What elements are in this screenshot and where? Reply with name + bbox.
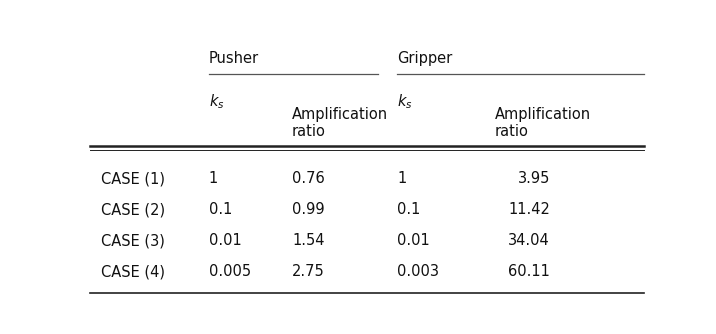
Text: 0.005: 0.005 (209, 264, 251, 279)
Text: CASE (4): CASE (4) (100, 264, 165, 279)
Text: $k_s$: $k_s$ (209, 93, 224, 111)
Text: 11.42: 11.42 (508, 202, 550, 217)
Text: 3.95: 3.95 (518, 171, 550, 186)
Text: CASE (2): CASE (2) (100, 202, 165, 217)
Text: 1: 1 (209, 171, 218, 186)
Text: Gripper: Gripper (397, 50, 453, 65)
Text: 0.1: 0.1 (209, 202, 232, 217)
Text: 0.1: 0.1 (397, 202, 421, 217)
Text: Amplification: Amplification (495, 107, 591, 122)
Text: 60.11: 60.11 (508, 264, 550, 279)
Text: ratio: ratio (495, 124, 528, 139)
Text: 0.99: 0.99 (292, 202, 324, 217)
Text: 0.003: 0.003 (397, 264, 440, 279)
Text: Pusher: Pusher (209, 50, 259, 65)
Text: CASE (3): CASE (3) (100, 233, 165, 248)
Text: 0.76: 0.76 (292, 171, 325, 186)
Text: 1: 1 (397, 171, 407, 186)
Text: 0.01: 0.01 (209, 233, 241, 248)
Text: ratio: ratio (292, 124, 326, 139)
Text: CASE (1): CASE (1) (100, 171, 165, 186)
Text: 34.04: 34.04 (508, 233, 550, 248)
Text: Amplification: Amplification (292, 107, 388, 122)
Text: $k_s$: $k_s$ (397, 93, 413, 111)
Text: 2.75: 2.75 (292, 264, 325, 279)
Text: 1.54: 1.54 (292, 233, 324, 248)
Text: 0.01: 0.01 (397, 233, 430, 248)
